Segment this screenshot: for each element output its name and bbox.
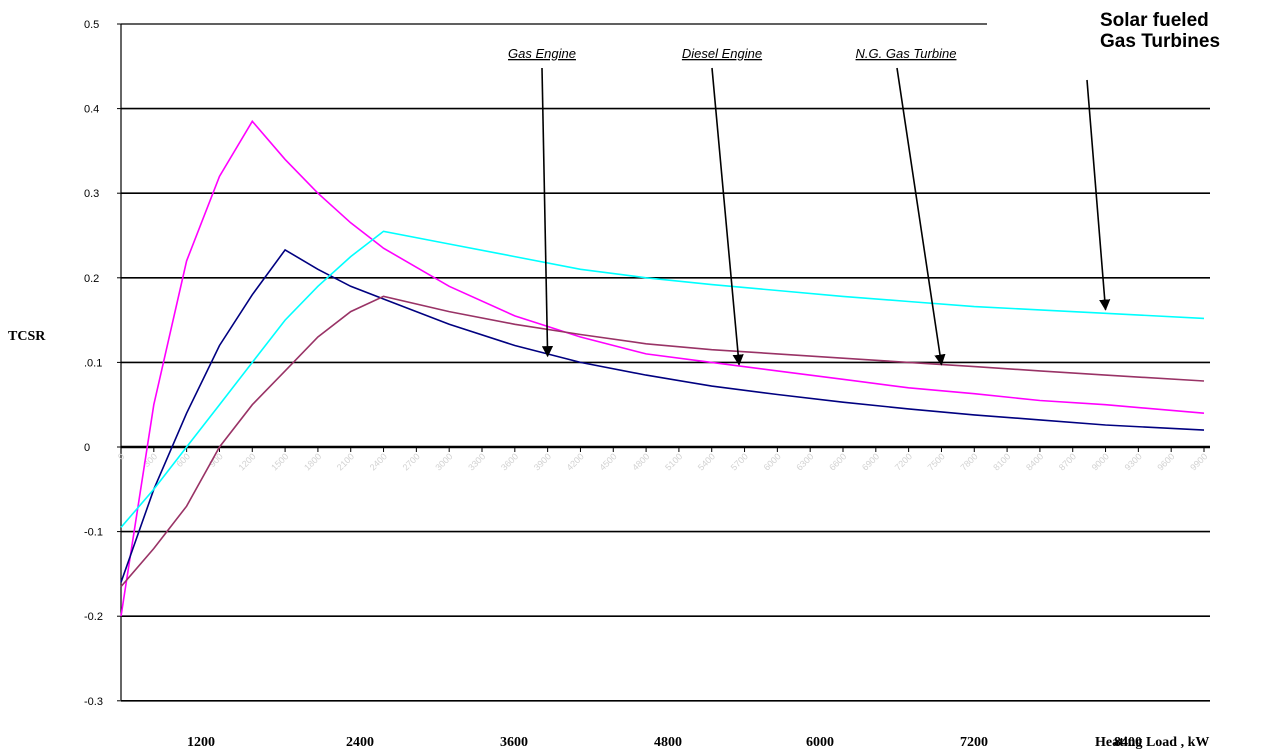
y-tick-label: -0.2 [84,611,103,623]
series-line-3 [120,295,1205,588]
y-axis-label: TCSR [8,329,46,344]
x-tick-label: 8100 [991,451,1012,472]
annotation-label: N.G. Gas Turbine [856,46,957,61]
x-tick-label: 3600 [499,451,520,472]
x-tick-label: 7200 [893,451,914,472]
y-tick-label: 0.4 [84,104,99,116]
x-tick-label: 0 [116,451,127,462]
annotation-label: Diesel Engine [682,46,762,61]
x-tick-label: 3000 [433,451,454,472]
x-tick-label: 3900 [532,451,553,472]
annotations: Gas Engine Diesel Engine N.G. Gas Turbine S… [508,10,1220,366]
x-tick-label: 5100 [663,451,684,472]
x-tick-label: 9300 [1123,451,1144,472]
x-axis-label: Heating Load , kW [1095,735,1209,750]
x-tick-label: 2400 [368,451,389,472]
x-tick-label: 5400 [696,451,717,472]
x-tick-label: 7500 [926,451,947,472]
x-tick-label: 1200 [236,451,257,472]
x-tick-label: 2100 [335,451,356,472]
series-line-1 [120,248,1205,583]
annotation-label: Gas Turbines [1100,31,1220,52]
x-tick-label: 6600 [827,451,848,472]
gridlines [121,107,1210,702]
bottom-label: 4800 [654,735,682,750]
x-tick-label: 4500 [597,451,618,472]
x-tick-label: 7800 [958,451,979,472]
x-axis-ticks: 0 300 600 900 1200 1500 1800 2100 2400 2700 3000 33… [116,447,1209,473]
x-tick-label: 6000 [762,451,783,472]
x-tick-label: 8400 [1024,451,1045,472]
bottom-label: 7200 [960,735,988,750]
annotation-arrow [711,67,744,366]
x-tick-label: 1800 [302,451,323,472]
y-tick-label: 0.3 [84,188,99,200]
x-tick-label: 9900 [1188,451,1209,472]
bottom-label: 3600 [500,735,528,750]
x-tick-label: 4200 [565,451,586,472]
annotation-label: Solar fueled [1100,10,1209,31]
x-tick-label: 1500 [269,451,290,472]
series-line-0 [120,119,1205,617]
y-tick-label: 0 [84,442,90,454]
annotation-arrow [541,67,554,358]
bottom-label: 6000 [806,735,834,750]
annotation-arrow [1086,79,1111,311]
x-tick-label: 9000 [1090,451,1111,472]
x-tick-label: 5700 [729,451,750,472]
y-tick-label: 0.5 [84,19,99,31]
y-axis-ticks: 0.5 0.4 0.3 0.2 .0.1 0 -0.1 -0.2 -0.3 [84,19,121,708]
x-tick-label: 6900 [860,451,881,472]
x-tick-label: 9600 [1155,451,1176,472]
series-lines [120,119,1205,617]
bottom-axis-labels: 1200 2400 3600 4800 6000 7200 8400 [187,735,1142,750]
x-tick-label: 3300 [466,451,487,472]
x-tick-label: 6300 [794,451,815,472]
y-tick-label: 0.2 [84,273,99,285]
series-line-2 [120,230,1205,528]
annotation-label: Gas Engine [508,46,576,61]
y-tick-label: -0.3 [84,696,103,708]
annotation-arrow [896,67,946,366]
x-tick-label: 8700 [1057,451,1078,472]
bottom-label: 2400 [346,735,374,750]
x-tick-label: 4800 [630,451,651,472]
bottom-label: 1200 [187,735,215,750]
bottom-label: 8400 [1114,735,1142,750]
y-tick-label: -0.1 [84,527,103,539]
y-tick-label: .0.1 [84,357,102,369]
x-tick-label: 2700 [401,451,422,472]
